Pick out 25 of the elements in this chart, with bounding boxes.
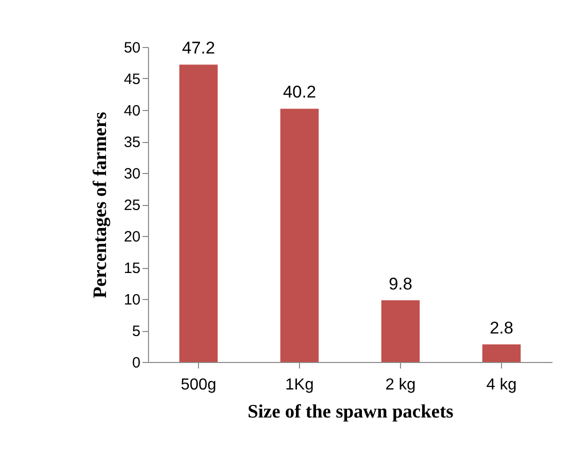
y-tick-label: 40 (124, 102, 140, 120)
x-tick-label: 500g (180, 376, 216, 394)
y-axis-title: Percentages of farmers (90, 112, 111, 298)
y-tick-label: 20 (124, 228, 140, 246)
y-tick-label: 15 (124, 260, 140, 277)
bar (280, 108, 319, 362)
y-tick-label: 50 (124, 40, 140, 56)
data-label: 9.8 (388, 274, 412, 294)
y-tick-label: 5 (132, 323, 140, 340)
x-tick-label: 2 kg (385, 376, 416, 394)
bar (381, 300, 420, 362)
bar (179, 64, 218, 362)
y-tick-label: 10 (124, 292, 140, 308)
data-label: 40.2 (282, 82, 316, 102)
y-tick-label: 0 (132, 354, 140, 372)
y-tick-label: 25 (124, 197, 140, 214)
data-label: 47.2 (182, 38, 216, 58)
y-tick-label: 35 (124, 134, 140, 151)
x-axis-title: Size of the spawn packets (248, 402, 454, 422)
bar (482, 344, 521, 362)
y-tick-label: 45 (124, 71, 140, 88)
x-tick-label: 1Kg (285, 376, 314, 394)
data-label: 2.8 (490, 318, 514, 338)
x-tick-label: 4 kg (486, 376, 517, 394)
y-tick-label: 30 (124, 166, 140, 182)
